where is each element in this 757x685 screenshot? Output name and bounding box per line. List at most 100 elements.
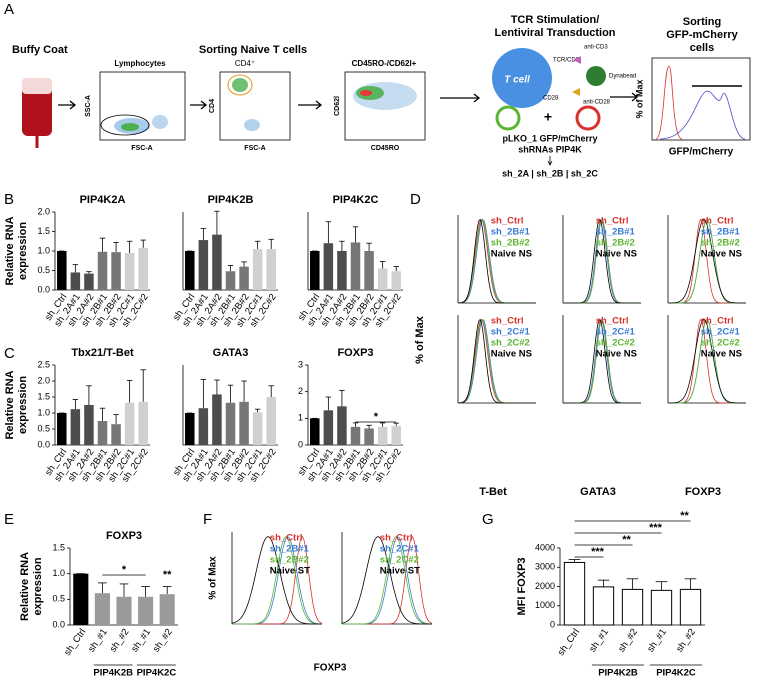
bar — [198, 408, 209, 445]
legend-label: sh_Ctrl — [491, 216, 524, 227]
bar — [138, 247, 148, 290]
y-axis-label: expression — [17, 376, 29, 434]
bar — [70, 409, 81, 445]
y-axis-label: Relative RNA — [4, 216, 16, 285]
legend-label: Naive NS — [596, 349, 637, 360]
bar — [57, 413, 67, 445]
x-tick-label: sh_#1 — [587, 627, 611, 655]
step-title: GFP-mCherry — [666, 29, 738, 41]
histogram-curve — [232, 536, 323, 625]
histogram-curve — [231, 536, 322, 625]
x-tick-label: sh_#2 — [151, 627, 175, 655]
histogram-curve — [668, 219, 746, 304]
bar — [364, 251, 374, 290]
vector-label: shRNAs PIP4K — [518, 144, 582, 154]
axis-label: T-Bet — [479, 486, 507, 498]
legend-label: Naive NS — [701, 249, 742, 260]
significance-label: *** — [591, 546, 605, 558]
y-tick-label: 2.0 — [37, 375, 50, 385]
arrow — [298, 100, 323, 110]
y-tick-label: 1.5 — [37, 226, 50, 236]
bar — [391, 425, 401, 445]
y-tick-label: 1.0 — [37, 245, 50, 255]
legend-label: Naive ST — [270, 566, 310, 577]
bar — [124, 402, 135, 445]
y-tick-label: 1.0 — [52, 568, 65, 578]
group-label: PIP4K2C — [137, 668, 177, 679]
receptor-label: CD28 — [543, 96, 559, 102]
step-title: Sorting — [683, 16, 722, 28]
workflow: Buffy Coat Sorting Naive T cells Lymphoc… — [12, 14, 751, 178]
bar — [84, 273, 94, 290]
reagent-label: Dynabead — [609, 74, 636, 80]
legend-label: sh_2B#2 — [701, 238, 740, 249]
bar — [364, 428, 374, 445]
legend-label: sh_2C#2 — [380, 555, 419, 566]
x-tick-label: sh_Ctrl — [556, 627, 582, 658]
y-tick-label: 3000 — [535, 562, 555, 572]
bar — [337, 251, 347, 290]
legend-label: sh_Ctrl — [491, 316, 524, 327]
legend-label: sh_Ctrl — [270, 533, 303, 544]
group-label: PIP4K2B — [93, 668, 133, 679]
bar — [266, 397, 276, 445]
y-axis-label: expression — [17, 222, 29, 280]
bar — [138, 401, 148, 445]
bar — [252, 412, 263, 445]
y-axis-label: MFI FOXP3 — [516, 557, 528, 615]
legend-label: Naive NS — [701, 349, 742, 360]
plot-title: CD45RO-/CD62l+ — [352, 59, 417, 68]
bar — [239, 266, 249, 290]
shrna-list: sh_2A | sh_2B | sh_2C — [502, 168, 598, 178]
y-tick-label: 0.5 — [52, 594, 65, 604]
reagent-label: anti-CD3 — [584, 45, 608, 51]
chart-title: GATA3 — [213, 347, 249, 359]
bar — [124, 252, 135, 290]
bar — [350, 242, 361, 290]
significance-label: * — [374, 411, 379, 423]
plot-title: CD4⁺ — [235, 59, 255, 68]
y-tick-label: 4000 — [535, 542, 555, 552]
bar — [592, 586, 615, 626]
y-tick-label: 0.0 — [37, 439, 50, 449]
legend-label: sh_2C#2 — [701, 338, 740, 349]
axis-label: % of Max — [634, 79, 644, 118]
significance-label: ** — [622, 534, 631, 546]
axis-label: FOXP3 — [685, 486, 721, 498]
y-tick-label: 0.0 — [52, 619, 65, 629]
legend-label: sh_2C#1 — [701, 327, 741, 338]
bar — [310, 418, 320, 445]
y-axis-label: Relative RNA — [19, 552, 31, 621]
y-tick-label: 1.0 — [37, 407, 50, 417]
chart-title: Tbx21/T-Bet — [71, 347, 134, 359]
t-cell — [492, 48, 552, 108]
bar — [185, 251, 195, 290]
x-tick-label: sh_#2 — [674, 627, 698, 655]
arrow — [547, 156, 553, 166]
significance-label: * — [122, 564, 127, 576]
x-tick-label: sh_#1 — [645, 627, 669, 655]
panel-label: B — [4, 191, 14, 208]
arrow — [440, 93, 481, 103]
dynabead — [586, 66, 606, 86]
density — [244, 119, 260, 131]
y-axis-label: expression — [32, 557, 44, 615]
density — [232, 78, 248, 92]
bar — [94, 593, 110, 625]
step-title: TCR Stimulation/ — [511, 14, 600, 26]
bar — [116, 596, 132, 625]
x-tick-label: sh_#1 — [129, 627, 153, 655]
legend-label: sh_2B#1 — [491, 227, 531, 238]
legend-label: sh_2C#2 — [491, 338, 530, 349]
legend-label: sh_Ctrl — [380, 533, 413, 544]
y-tick-label: 2000 — [535, 581, 555, 591]
bar — [377, 426, 388, 445]
chart-title: PIP4K2C — [333, 194, 379, 206]
y-tick-label: 1.5 — [52, 542, 65, 552]
histogram-curve — [457, 318, 536, 404]
plus: + — [544, 109, 552, 125]
receptor-label: TCR/CD3 — [553, 58, 580, 64]
blood-bag-top — [22, 78, 52, 94]
chart-title: FOXP3 — [106, 530, 142, 542]
